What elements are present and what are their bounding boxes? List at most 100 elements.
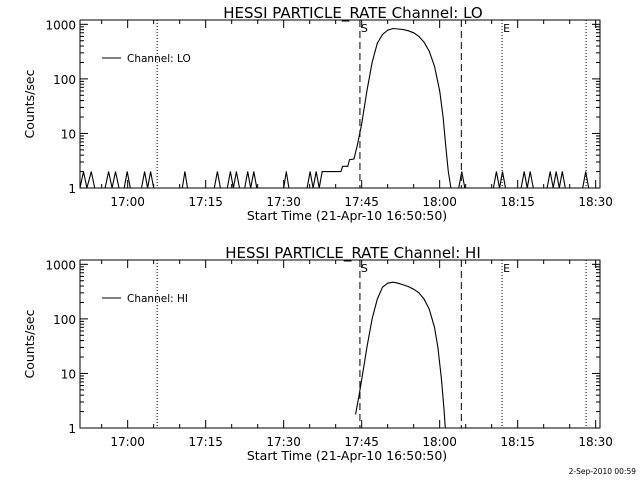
data-point [392,28,394,29]
data-point [108,171,109,173]
plot-frame-lo [79,19,601,189]
data-point [349,159,350,161]
y-tick-label: 1000 [45,18,76,32]
data-point [434,326,435,328]
x-tick-label: 18:15 [500,435,535,449]
data-point [447,171,449,173]
data-point [376,298,378,300]
data-point [355,413,356,415]
data-point [363,368,364,370]
data-point [434,65,435,67]
y-tick-label: 1 [68,182,76,196]
y-axis-label-lo: Counts/sec [22,69,37,138]
data-point [340,171,342,173]
data-point [382,286,383,288]
legend-label-lo: Channel: LO [127,53,191,65]
x-tick-label: 17:00 [110,195,145,209]
data-point [247,171,249,173]
data-point [502,171,503,173]
data-point [549,171,551,173]
data-point [90,171,92,173]
x-tick-label: 17:30 [266,435,301,449]
data-point [561,171,563,173]
y-tick-label: 10 [61,127,76,141]
x-tick-label: 17:45 [344,195,379,209]
x-tick-label: 18:00 [422,435,457,449]
x-tick-label: 18:30 [578,195,613,209]
event-marker-s: S [361,22,368,35]
chart-title-hi: HESSI PARTICLE_RATE Channel: HI [225,244,481,263]
data-point [315,171,317,173]
legend-hi: Channel: HI [102,293,188,305]
chart-title-lo: HESSI PARTICLE_RATE Channel: LO [223,4,482,23]
data-point [443,408,445,410]
data-point [413,32,415,34]
x-tick-label: 17:30 [266,195,301,209]
data-point [428,308,430,310]
series-line [355,281,446,429]
data-point [397,282,399,284]
data-point [126,171,128,173]
data-point [285,171,287,173]
data-point [408,286,409,287]
data-point [253,171,255,173]
data-point [184,171,186,173]
data-point [442,116,444,118]
plot-frame-hi [79,259,601,429]
tick-layer-hi: 17:00 17:15 17:30 17:45 18:00 18:15 18:30 1 10 10… [45,258,613,449]
legend-label-hi: Channel: HI [127,293,188,305]
x-tick-label: 17:45 [344,435,379,449]
event-marker-s: S [361,262,368,275]
x-axis-label-lo: Start Time (21-Apr-10 16:50:50) [247,208,447,223]
data-point [428,50,430,52]
data-point [115,171,116,173]
data-point [397,28,399,30]
plot-timestamp: 2-Sep-2010 00:59 [569,467,637,476]
data-point [356,145,358,146]
x-tick-label: 18:00 [422,195,457,209]
data-point [144,171,146,173]
y-tick-label: 10 [61,367,76,381]
data-point [347,165,349,167]
data-point [413,288,415,290]
series-layer-hi [355,281,446,429]
data-point [376,42,378,44]
data-point [418,292,420,294]
panel-hi: HESSI PARTICLE_RATE Channel: HI 17:00 17:… [22,244,613,463]
data-point [529,171,531,173]
data-point [423,298,425,300]
data-point [366,347,368,348]
event-marker-e: E [503,262,510,275]
data-point [371,318,373,320]
y-tick-label: 1000 [45,258,76,272]
data-point [437,347,439,348]
data-point [392,281,394,283]
x-tick-label: 18:30 [578,435,613,449]
x-tick-label: 18:15 [500,195,535,209]
series-line [79,27,590,189]
data-point [439,90,441,92]
x-tick-label: 17:00 [110,435,145,449]
tick-layer-lo: 17:00 17:15 17:30 17:45 18:00 18:15 18:30 1 10 10… [45,18,613,209]
event-marker-e: E [503,22,510,35]
data-point [217,171,218,173]
data-point [353,158,355,160]
data-point [358,394,360,396]
data-point [342,165,343,167]
data-point [309,171,311,173]
data-point [423,41,425,43]
data-point [461,171,463,173]
data-point [402,284,404,286]
y-tick-label: 100 [53,313,76,327]
data-point [408,30,409,32]
data-point [387,29,389,31]
data-point [230,171,231,173]
data-point [418,36,420,37]
legend-lo: Channel: LO [102,53,191,65]
data-point [83,171,84,173]
y-tick-label: 1 [68,422,76,436]
data-point [321,171,323,173]
